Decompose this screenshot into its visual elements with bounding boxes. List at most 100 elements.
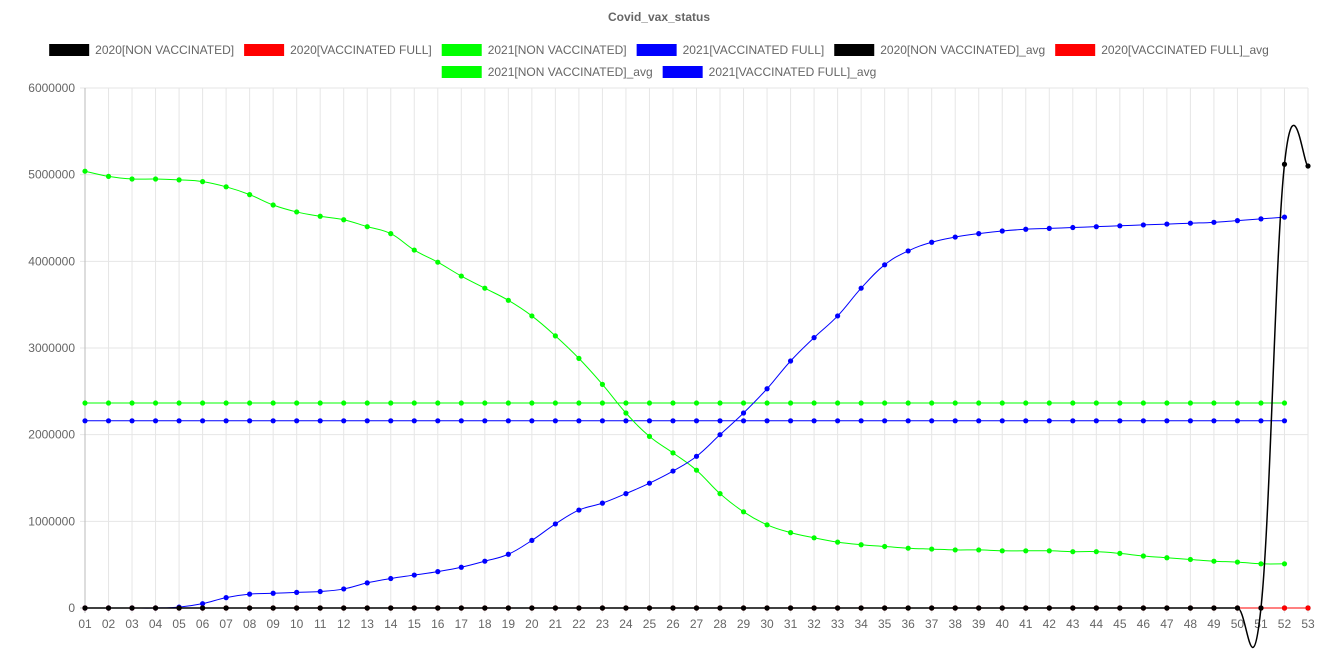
data-point (1305, 163, 1311, 169)
data-point (411, 247, 417, 253)
x-tick-label: 44 (1090, 617, 1104, 631)
data-point (199, 418, 206, 424)
data-point (152, 418, 159, 424)
data-point (670, 400, 676, 406)
data-point (999, 228, 1005, 234)
data-point (223, 184, 229, 190)
data-point (388, 231, 394, 237)
data-point (576, 507, 582, 513)
data-point (858, 418, 864, 424)
data-point (1211, 219, 1217, 225)
data-point (787, 530, 794, 536)
series-line (84, 170, 1285, 565)
legend-swatch (441, 66, 482, 78)
data-point (1046, 418, 1052, 424)
data-point (858, 542, 864, 548)
data-point (740, 418, 747, 424)
data-point (693, 605, 700, 611)
data-point (693, 400, 700, 406)
data-point (882, 400, 888, 406)
data-point (294, 400, 300, 406)
data-point (623, 410, 629, 416)
data-point (1258, 605, 1264, 611)
x-tick-label: 48 (1184, 617, 1198, 631)
data-point (129, 418, 135, 424)
data-point (364, 605, 370, 611)
data-point (670, 605, 676, 611)
x-tick-label: 10 (290, 617, 304, 631)
legend: 2020[NON VACCINATED] 2020[VACCINATED FULL… (49, 43, 1269, 79)
x-tick-label: 47 (1160, 617, 1174, 631)
data-point (317, 588, 323, 595)
data-point (341, 217, 347, 223)
data-point (105, 400, 112, 406)
data-point (1093, 224, 1099, 230)
data-point (82, 605, 88, 611)
grid (80, 87, 1309, 613)
data-point (152, 400, 159, 406)
data-point (646, 480, 653, 486)
series-line (84, 216, 1285, 609)
x-tick-label: 18 (478, 617, 492, 631)
data-point (388, 605, 394, 611)
x-tick-label: 06 (196, 617, 210, 631)
x-tick-label: 09 (266, 617, 280, 631)
data-point (1281, 605, 1288, 611)
x-tick-label: 05 (172, 617, 186, 631)
legend-label: 2020[VACCINATED FULL]_avg (1101, 43, 1269, 57)
legend-label: 2021[VACCINATED FULL] (683, 43, 825, 57)
data-point (1093, 400, 1099, 406)
data-point (576, 355, 582, 361)
x-tick-label: 26 (666, 617, 680, 631)
data-point (270, 605, 276, 611)
data-point (623, 418, 629, 424)
data-point (599, 500, 606, 506)
data-point (882, 418, 888, 424)
data-point (341, 605, 347, 611)
data-point (435, 259, 441, 265)
data-point (976, 231, 982, 237)
data-point (976, 605, 982, 611)
legend-item: 2020[VACCINATED FULL] (244, 43, 432, 57)
data-point (646, 400, 653, 406)
series-2021-non-vaccinated-avg (82, 400, 1288, 406)
data-point (1070, 605, 1076, 611)
data-point (1234, 559, 1241, 565)
data-point (717, 605, 723, 611)
data-point (129, 400, 135, 406)
data-point (1234, 218, 1241, 224)
data-point (199, 179, 206, 185)
legend-swatch (834, 44, 875, 56)
data-point (270, 400, 276, 406)
data-point (1023, 418, 1029, 424)
data-point (247, 400, 253, 406)
x-tick-label: 52 (1278, 617, 1292, 631)
legend-label: 2020[NON VACCINATED] (95, 43, 234, 57)
data-point (1117, 605, 1123, 611)
data-point (1281, 161, 1288, 167)
data-point (905, 400, 911, 406)
data-point (1187, 418, 1194, 424)
data-point (223, 400, 229, 406)
data-point (1234, 418, 1241, 424)
data-point (929, 418, 935, 424)
data-point (1281, 418, 1288, 424)
data-point (693, 418, 700, 424)
data-point (1070, 400, 1076, 406)
legend-swatch (636, 44, 677, 56)
data-point (552, 418, 558, 424)
data-point (1187, 400, 1194, 406)
data-point (317, 213, 323, 219)
y-tick-label: 3000000 (28, 341, 75, 355)
x-tick-label: 41 (1019, 617, 1033, 631)
data-point (882, 605, 888, 611)
legend-swatch (1055, 44, 1096, 56)
data-point (341, 418, 347, 424)
data-point (1258, 216, 1264, 222)
data-point (341, 400, 347, 406)
legend-swatch (662, 66, 703, 78)
data-point (999, 548, 1005, 554)
data-point (270, 418, 276, 424)
data-point (1164, 400, 1170, 406)
legend-item: 2020[NON VACCINATED] (49, 43, 234, 57)
